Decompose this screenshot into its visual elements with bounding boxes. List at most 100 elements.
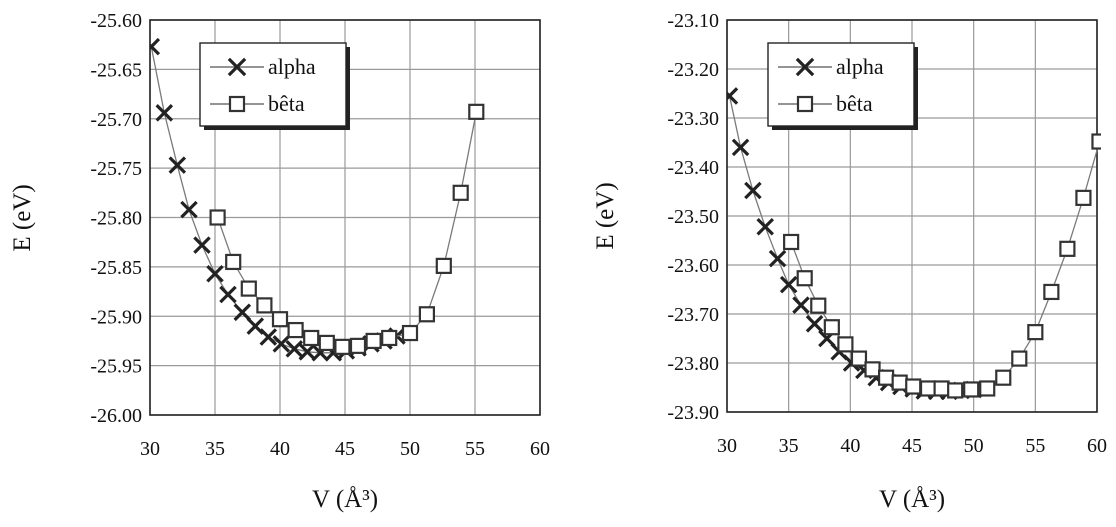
data-point-beta [947, 382, 964, 399]
data-point-beta [919, 380, 937, 397]
plot-frame [149, 19, 541, 416]
data-point-beta [401, 324, 419, 342]
y-tick-label: -25.85 [90, 257, 142, 279]
y-axis-label: E (eV) [9, 184, 36, 251]
legend-marker-x [795, 57, 815, 77]
y-tick-label: -25.95 [90, 356, 142, 378]
legend-label: alpha [268, 54, 316, 79]
data-point-beta [864, 361, 881, 378]
y-tick-label: -23.60 [667, 255, 719, 277]
plot-area [150, 37, 485, 362]
legend-marker-square [796, 95, 814, 113]
x-axis-label: V (Å³) [312, 486, 378, 513]
legend: alpha bêta [767, 42, 918, 130]
data-point-beta [905, 378, 922, 395]
data-point-beta [1027, 324, 1044, 341]
data-point-beta [995, 369, 1012, 386]
y-tick-label: -23.70 [667, 304, 719, 326]
data-point-alpha [180, 200, 198, 219]
x-tick-label: 40 [270, 438, 290, 460]
data-point-alpha [768, 249, 787, 268]
data-point-beta [1075, 189, 1092, 206]
data-point-beta [209, 209, 226, 226]
legend-item-beta: bêta [210, 91, 305, 116]
data-point-beta [891, 374, 908, 391]
data-point-beta [1043, 283, 1060, 301]
x-tick-label: 55 [1025, 435, 1045, 457]
x-tick-label: 60 [1087, 435, 1107, 457]
x-tick-label: 60 [530, 438, 550, 460]
y-tick-label: -23.10 [667, 10, 719, 32]
data-point-alpha [285, 340, 304, 358]
plot-frame [726, 19, 1098, 413]
data-point-alpha [779, 275, 798, 294]
x-tick-label: 35 [779, 435, 799, 457]
x-tick-label: 50 [400, 438, 420, 460]
data-point-beta [850, 350, 868, 367]
legend: alpha bêta [199, 42, 350, 130]
data-point-beta [877, 369, 895, 386]
data-point-beta [796, 270, 813, 287]
series-beta [209, 103, 485, 355]
data-point-alpha [168, 156, 187, 174]
data-point-beta [468, 103, 485, 120]
legend-label: bêta [268, 91, 305, 116]
data-point-beta [365, 332, 382, 350]
y-tick-label: -25.80 [90, 208, 142, 230]
data-point-beta [225, 253, 242, 271]
legend-label: alpha [836, 54, 884, 79]
data-point-beta [933, 380, 950, 397]
x-tick-label: 30 [717, 435, 737, 457]
x-tick-label: 40 [840, 435, 860, 457]
y-tick-label: -23.40 [667, 157, 719, 179]
data-point-alpha [193, 236, 211, 254]
data-point-beta [823, 319, 840, 336]
data-point-beta [1011, 350, 1028, 367]
y-tick-label: -23.50 [667, 206, 719, 228]
data-point-beta [837, 336, 854, 353]
data-point-beta [318, 334, 335, 352]
y-tick-label: -25.60 [90, 10, 142, 32]
data-point-alpha [792, 296, 810, 314]
x-tick-label: 45 [902, 435, 922, 457]
data-point-alpha [206, 265, 224, 283]
data-point-alpha [727, 87, 739, 105]
legend-item-alpha: alpha [210, 54, 316, 79]
data-point-beta [810, 297, 827, 314]
data-point-alpha [756, 218, 774, 236]
data-point-alpha [233, 303, 252, 322]
legend-marker-x [227, 57, 247, 77]
x-tick-label: 45 [335, 438, 355, 460]
data-point-alpha [259, 328, 278, 346]
data-point-beta [271, 311, 289, 328]
y-tick-label: -26.00 [90, 405, 142, 427]
data-point-beta [381, 329, 398, 347]
x-tick-label: 55 [465, 438, 485, 460]
y-tick-label: -25.90 [90, 306, 142, 328]
legend-label: bêta [836, 91, 873, 116]
data-point-beta [349, 337, 367, 354]
x-tick-label: 50 [964, 435, 984, 457]
data-point-alpha [805, 315, 824, 333]
series-beta [783, 133, 1101, 399]
data-point-beta [452, 184, 469, 201]
data-point-beta [334, 338, 351, 355]
data-point-alpha [272, 335, 291, 353]
legend-marker-square [228, 95, 246, 113]
y-axis-label: E (eV) [592, 182, 619, 249]
data-point-beta [256, 297, 273, 314]
data-point-alpha [298, 343, 317, 361]
data-point-alpha [150, 37, 161, 56]
data-point-alpha [744, 181, 762, 200]
legend-item-alpha: alpha [778, 54, 884, 79]
legend-box [767, 42, 915, 127]
data-point-beta [435, 257, 452, 274]
data-point-beta [783, 233, 800, 251]
plot-area [727, 87, 1101, 401]
data-point-beta [963, 381, 980, 398]
x-axis-label: V (Å³) [879, 486, 945, 513]
legend-item-beta: bêta [778, 91, 873, 116]
y-tick-label: -25.75 [90, 158, 142, 180]
data-point-beta [1059, 240, 1076, 257]
